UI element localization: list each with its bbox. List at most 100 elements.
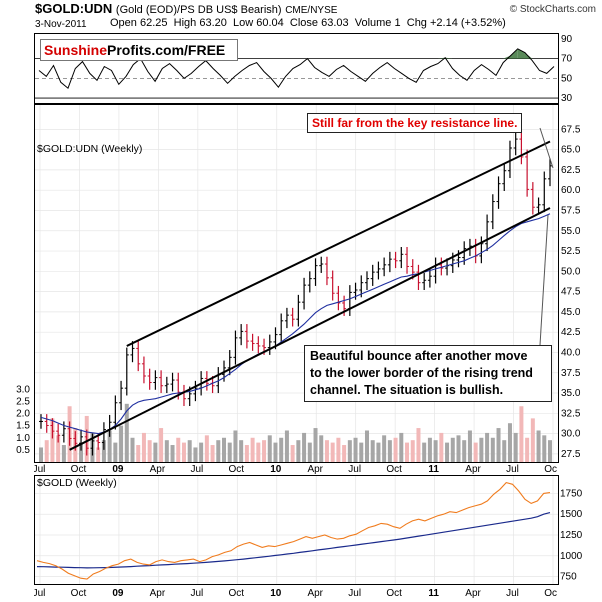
volume-bar — [136, 445, 141, 462]
rsi-overbought-fill — [437, 57, 446, 59]
volume-bar — [427, 437, 432, 462]
gold-x-tick-label: Apr — [150, 588, 166, 599]
volume-bar — [273, 442, 278, 462]
price-panel-title: $GOLD:UDN (Weekly) — [37, 143, 143, 155]
rsi-line — [38, 48, 555, 90]
rsi-overbought-fill — [524, 52, 533, 59]
gold-panel-title: $GOLD (Weekly) — [37, 477, 117, 489]
volume-tick-label: 0.5 — [16, 445, 30, 456]
rsi-axis: 90 70 50 30 — [561, 34, 573, 104]
gold-x-tick-label: Oct — [544, 588, 557, 599]
gold-x-tick-label: Apr — [307, 588, 323, 599]
bounce-line-3: channel. The situation is bullish. — [310, 383, 504, 397]
volume-bar — [370, 440, 375, 462]
volume-bar — [170, 445, 175, 462]
volume-bar — [399, 432, 404, 462]
gold-x-axis: Jul Oct 09 Apr Jul Oct 10 Apr Jul Oct 11 Apr Jul Oct — [34, 588, 557, 599]
price-tick-label: 37.5 — [561, 368, 581, 379]
volume-bar — [290, 445, 295, 462]
volume-bar — [61, 445, 66, 462]
price-tick-label: 40.0 — [561, 347, 581, 358]
volume-bar — [542, 435, 547, 462]
price-x-axis: Jul Oct 09 Apr Jul Oct 10 Apr Jul Oct 11 Apr Jul Oct — [34, 464, 557, 475]
volume-bar — [416, 428, 421, 462]
volume-bar — [456, 435, 461, 462]
volume-bar — [302, 432, 307, 462]
price-tick-label: 27.5 — [561, 449, 581, 460]
volume-bar — [130, 437, 135, 462]
volume-bar — [422, 442, 427, 462]
gold-axis: 1750 1500 1250 1000 750 — [560, 488, 583, 583]
volume-bar — [101, 440, 106, 462]
volume-bar — [382, 435, 387, 462]
price-x-tick-label: Jul — [506, 464, 519, 475]
gold-tick-label: 750 — [560, 572, 577, 583]
moving-average-line — [40, 213, 551, 435]
rsi-overbought-fill — [517, 48, 525, 59]
volume-bar — [393, 437, 398, 462]
volume-bar — [530, 418, 535, 462]
resistance-annotation: Still far from the key resistance line. — [307, 113, 523, 133]
volume-bar — [347, 440, 352, 462]
volume-bar — [250, 437, 255, 462]
volume-bar — [307, 442, 312, 462]
volume-bar — [473, 442, 478, 462]
gold-chart — [35, 476, 558, 584]
rsi-overbought-fill — [445, 57, 453, 59]
volume-bar — [176, 437, 181, 462]
bounce-line-1: Beautiful bounce after another move — [310, 349, 528, 363]
gold-x-tick-label: Jul — [34, 588, 45, 599]
price-x-tick-label: Jul — [348, 464, 361, 475]
volume-bar — [439, 432, 444, 462]
volume-tick-label: 3.0 — [16, 384, 30, 395]
rsi-overbought-fill — [510, 48, 518, 59]
volume-bar — [79, 442, 84, 462]
volume-bar — [479, 437, 484, 462]
ticker-description: (Gold (EOD)/PS DB US$ Bearish) — [115, 4, 282, 16]
price-tick-label: 52.5 — [561, 246, 581, 257]
gold-x-tick-label: 10 — [270, 588, 282, 599]
volume-bar — [279, 437, 284, 462]
price-tick-label: 50.0 — [561, 266, 581, 277]
gold-ma-line — [36, 512, 551, 569]
gold-x-tick-label: 11 — [428, 588, 439, 599]
volume-bar — [496, 428, 501, 462]
volume-bar — [536, 430, 541, 462]
volume-bar — [119, 425, 124, 462]
price-tick-label: 57.5 — [561, 205, 581, 216]
volume-bar — [284, 430, 289, 462]
gold-x-tick-label: Apr — [465, 588, 481, 599]
bounce-annotation: Beautiful bounce after another move to t… — [304, 345, 552, 402]
volume-bar — [433, 440, 438, 462]
volume-bar — [210, 445, 215, 462]
price-x-tick-label: 09 — [112, 464, 124, 475]
source-credit: © StockCharts.com — [509, 4, 596, 15]
volume-bar — [256, 442, 261, 462]
volume-bar — [216, 440, 221, 462]
logo-rest: Profits.com/FREE — [107, 42, 226, 58]
rsi-tick-label: 70 — [561, 54, 573, 65]
price-axis: 67.5 65.0 62.5 60.0 57.5 55.0 52.5 50.0 47.5 45.0… — [561, 124, 581, 460]
price-x-tick-label: 11 — [428, 464, 439, 475]
gold-x-tick-label: Jul — [190, 588, 203, 599]
price-panel — [34, 104, 559, 463]
volume-bar — [124, 403, 129, 462]
volume-bar — [204, 435, 209, 462]
volume-bar — [159, 428, 164, 462]
volume-bar — [199, 442, 204, 462]
volume-bar — [193, 447, 198, 462]
volume-bar — [490, 437, 495, 462]
logo: SunshineProfits.com/FREE — [40, 39, 238, 61]
price-x-tick-label: Oct — [229, 464, 245, 475]
price-tick-label: 67.5 — [561, 124, 581, 135]
volume-tick-label: 2.0 — [16, 409, 30, 420]
price-x-tick-label: Oct — [544, 464, 557, 475]
rsi-tick-label: 30 — [561, 93, 573, 104]
price-tick-label: 30.0 — [561, 429, 581, 440]
volume-bar — [267, 435, 272, 462]
volume-tick-label: 2.5 — [16, 396, 30, 407]
price-x-tick-label: 10 — [270, 464, 282, 475]
gold-x-tick-label: Oct — [229, 588, 245, 599]
ticker-symbol: $GOLD:UDN — [35, 1, 113, 16]
volume-bar — [330, 442, 335, 462]
